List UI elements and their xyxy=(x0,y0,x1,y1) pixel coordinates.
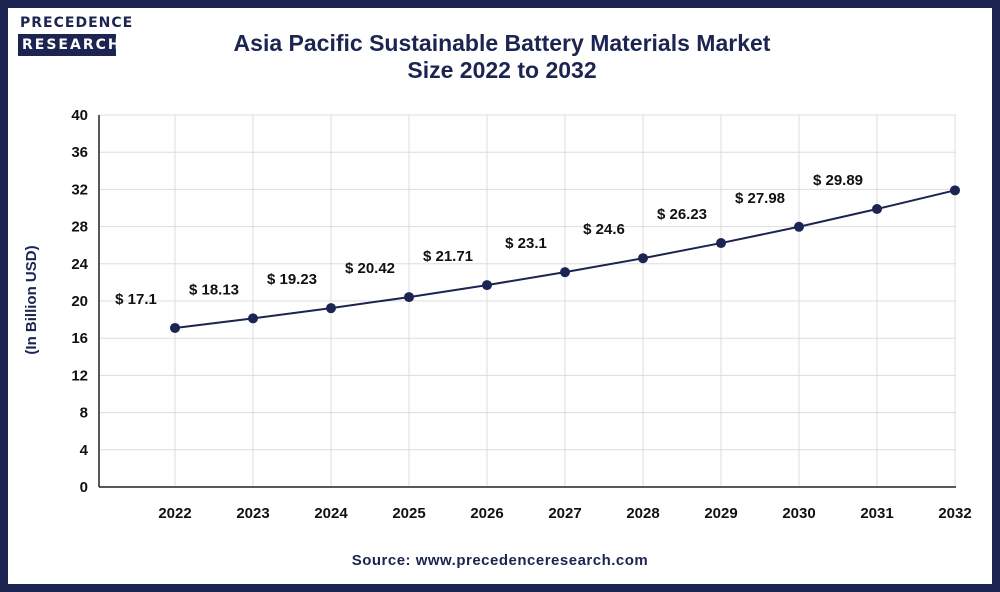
brand-logo: PRECEDENCE RESEARCH xyxy=(18,14,134,70)
data-point xyxy=(794,221,804,232)
data-point xyxy=(560,267,570,278)
grid-lines xyxy=(99,114,956,487)
source-note: Source: www.precedenceresearch.com xyxy=(351,552,649,569)
x-tick-label: 2030 xyxy=(782,505,815,522)
data-label: $ 23.1 xyxy=(505,235,547,252)
x-tick-label: 2023 xyxy=(236,505,269,522)
data-point xyxy=(638,253,648,264)
y-axis-label: (In Billion USD) xyxy=(23,245,40,354)
x-tick-label: 2026 xyxy=(470,505,503,522)
data-label: $ 29.89 xyxy=(813,172,863,189)
data-label: $ 19.23 xyxy=(267,271,317,288)
data-label: $ 20.42 xyxy=(345,260,395,277)
data-label: $ 26.23 xyxy=(657,206,707,223)
data-point xyxy=(170,322,180,333)
data-label: $ 27.98 xyxy=(735,190,785,207)
y-tick-label: 0 xyxy=(80,479,88,496)
y-tick-label: 16 xyxy=(71,330,88,347)
data-point xyxy=(404,292,414,303)
chart-title-line1: Asia Pacific Sustainable Battery Materia… xyxy=(233,30,771,56)
data-label: $ 21.71 xyxy=(423,248,473,265)
data-point xyxy=(482,280,492,291)
y-tick-label: 40 xyxy=(71,107,88,124)
data-label: $ 18.13 xyxy=(189,281,239,298)
data-point xyxy=(872,204,882,215)
data-points xyxy=(170,185,960,333)
logo-top-text: PRECEDENCE xyxy=(20,15,134,31)
data-point xyxy=(716,238,726,249)
y-tick-label: 20 xyxy=(71,293,88,310)
y-tick-label: 4 xyxy=(80,442,89,459)
data-point xyxy=(950,185,960,196)
logo-bottom-text: RESEARCH xyxy=(18,34,120,56)
y-tick-label: 28 xyxy=(71,219,88,236)
data-point xyxy=(248,313,258,324)
x-tick-label: 2031 xyxy=(860,505,893,522)
data-label: $ 17.1 xyxy=(115,291,157,308)
y-tick-label: 12 xyxy=(71,367,88,384)
x-tick-label: 2022 xyxy=(158,505,191,522)
chart-card xyxy=(8,8,992,584)
x-tick-label: 2027 xyxy=(548,505,581,522)
data-labels: $ 17.1 $ 18.13 $ 19.23 $ 20.42 $ 21.71 $ 23.1… xyxy=(115,172,863,308)
y-tick-label: 32 xyxy=(71,181,88,198)
chart-title: Asia Pacific Sustainable Battery Materia… xyxy=(170,30,834,84)
x-tick-label: 2024 xyxy=(314,505,348,522)
data-point xyxy=(326,303,336,314)
x-tick-label: 2025 xyxy=(392,505,425,522)
y-tick-label: 24 xyxy=(71,256,88,273)
y-tick-label: 36 xyxy=(71,144,88,161)
data-label: $ 24.6 xyxy=(583,221,625,238)
chart-title-line2: Size 2022 to 2032 xyxy=(407,57,597,83)
axes xyxy=(98,115,956,488)
x-tick-label: 2028 xyxy=(626,505,659,522)
x-tick-label: 2032 xyxy=(938,505,971,522)
y-tick-label: 8 xyxy=(80,405,88,422)
x-tick-label: 2029 xyxy=(704,505,737,522)
